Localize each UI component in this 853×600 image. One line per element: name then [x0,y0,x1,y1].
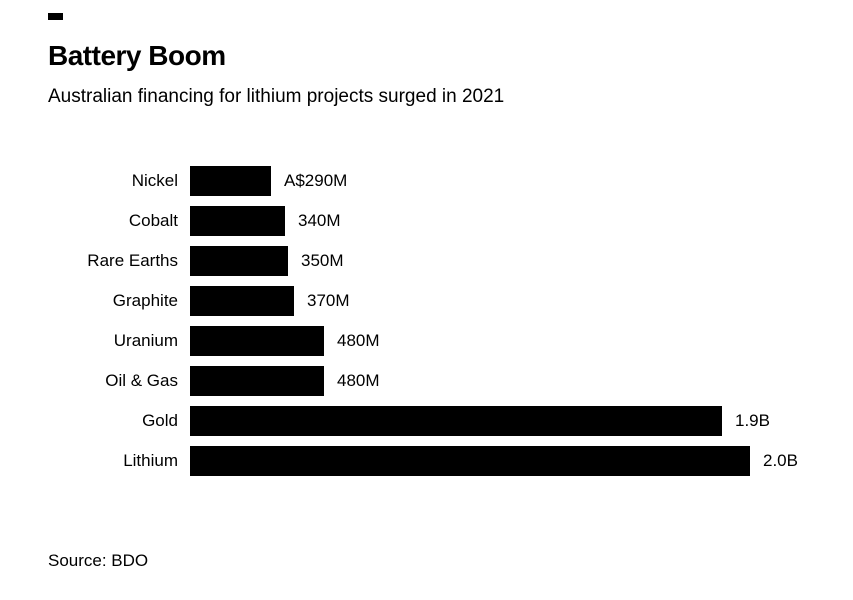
bar [190,166,271,196]
chart-row: Cobalt 340M [48,206,828,236]
category-label: Rare Earths [87,251,178,270]
category-label: Cobalt [128,211,178,230]
value-label: 350M [301,251,344,270]
category-label: Uranium [113,331,178,350]
value-label: 370M [307,291,350,310]
value-label: A$290M [284,171,348,190]
value-label: 2.0B [763,451,798,470]
bar [190,246,288,276]
value-label: 340M [298,211,341,230]
chart-row: Oil & Gas 480M [48,366,828,396]
category-label: Nickel [131,171,178,190]
bar [190,326,324,356]
chart-subtitle: Australian financing for lithium project… [48,86,505,107]
category-label: Graphite [112,291,178,310]
bar [190,286,294,316]
bar [190,366,324,396]
brand-mark-icon [48,13,63,20]
bar [190,206,285,236]
bar [190,406,722,436]
category-label: Gold [142,411,178,430]
category-label: Oil & Gas [105,371,178,390]
bar-chart: Nickel A$290M Cobalt 340M Rare Earths 350M Gra… [48,166,828,476]
value-label: 480M [337,331,380,350]
chart-row: Graphite 370M [48,286,828,316]
category-label: Lithium [123,451,178,470]
chart-row: Rare Earths 350M [48,246,828,276]
chart-title: Battery Boom [48,40,226,71]
bar [190,446,750,476]
chart-row: Gold 1.9B [48,406,828,436]
chart-row: Lithium 2.0B [48,446,828,476]
source-attribution: Source: BDO [48,551,149,570]
value-label: 480M [337,371,380,390]
chart-row: Uranium 480M [48,326,828,356]
value-label: 1.9B [735,411,770,430]
chart-row: Nickel A$290M [48,166,828,196]
